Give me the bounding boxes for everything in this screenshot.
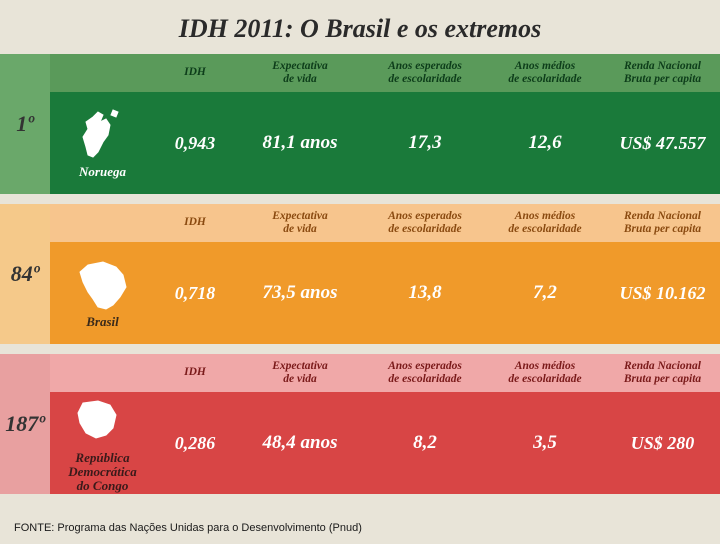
header-idh: IDH — [155, 366, 235, 379]
renda-congo: US$ 280 — [605, 433, 720, 454]
data-row-norway: Noruega 0,943 81,1 anos 17,3 12,6 US$ 47… — [50, 92, 720, 194]
header-renda: Renda NacionalBruta per capita — [605, 60, 720, 86]
header-expectativa: Expectativade vida — [235, 60, 365, 86]
data-row-congo: RepúblicaDemocráticado Congo 0,286 48,4 … — [50, 392, 720, 494]
header-anos-medios: Anos médiosde escolaridade — [485, 210, 605, 236]
header-renda: Renda NacionalBruta per capita — [605, 360, 720, 386]
country-name-congo: RepúblicaDemocráticado Congo — [68, 451, 137, 494]
header-anos-esperados: Anos esperadosde escolaridade — [365, 210, 485, 236]
header-idh: IDH — [155, 216, 235, 229]
map-icon-congo — [68, 393, 138, 448]
anos-medios-congo: 3,5 — [485, 432, 605, 454]
header-anos-esperados: Anos esperadosde escolaridade — [365, 60, 485, 86]
rank-congo: 187º — [0, 354, 50, 494]
anos-esperados-congo: 8,2 — [365, 432, 485, 454]
source-text: FONTE: Programa das Nações Unidas para o… — [14, 522, 362, 534]
map-icon-brasil — [68, 257, 138, 312]
header-renda: Renda NacionalBruta per capita — [605, 210, 720, 236]
header-row-norway: IDH Expectativade vida Anos esperadosde … — [50, 54, 720, 92]
expectativa-congo: 48,4 anos — [235, 432, 365, 454]
anos-esperados-brasil: 13,8 — [365, 282, 485, 304]
page-title: IDH 2011: O Brasil e os extremos — [0, 0, 720, 54]
country-row-brasil: 84º IDH Expectativade vida Anos esperado… — [0, 204, 720, 344]
header-row-brasil: IDH Expectativade vida Anos esperadosde … — [50, 204, 720, 242]
country-name-norway: Noruega — [79, 165, 126, 179]
renda-norway: US$ 47.557 — [605, 133, 720, 154]
anos-medios-norway: 12,6 — [485, 132, 605, 154]
expectativa-brasil: 73,5 anos — [235, 282, 365, 304]
idh-brasil: 0,718 — [155, 283, 235, 304]
header-expectativa: Expectativade vida — [235, 210, 365, 236]
header-idh: IDH — [155, 66, 235, 79]
renda-brasil: US$ 10.162 — [605, 283, 720, 304]
header-expectativa: Expectativade vida — [235, 360, 365, 386]
anos-esperados-norway: 17,3 — [365, 132, 485, 154]
rank-norway: 1º — [0, 54, 50, 194]
country-name-brasil: Brasil — [86, 315, 119, 329]
header-anos-esperados: Anos esperadosde escolaridade — [365, 360, 485, 386]
header-row-congo: IDH Expectativade vida Anos esperadosde … — [50, 354, 720, 392]
anos-medios-brasil: 7,2 — [485, 282, 605, 304]
header-anos-medios: Anos médiosde escolaridade — [485, 360, 605, 386]
idh-norway: 0,943 — [155, 133, 235, 154]
idh-congo: 0,286 — [155, 433, 235, 454]
rank-brasil: 84º — [0, 204, 50, 344]
map-icon-norway — [68, 107, 138, 162]
expectativa-norway: 81,1 anos — [235, 132, 365, 154]
country-row-congo: 187º IDH Expectativade vida Anos esperad… — [0, 354, 720, 494]
country-row-norway: 1º IDH Expectativade vida Anos esperados… — [0, 54, 720, 194]
data-row-brasil: Brasil 0,718 73,5 anos 13,8 7,2 US$ 10.1… — [50, 242, 720, 344]
header-anos-medios: Anos médiosde escolaridade — [485, 60, 605, 86]
